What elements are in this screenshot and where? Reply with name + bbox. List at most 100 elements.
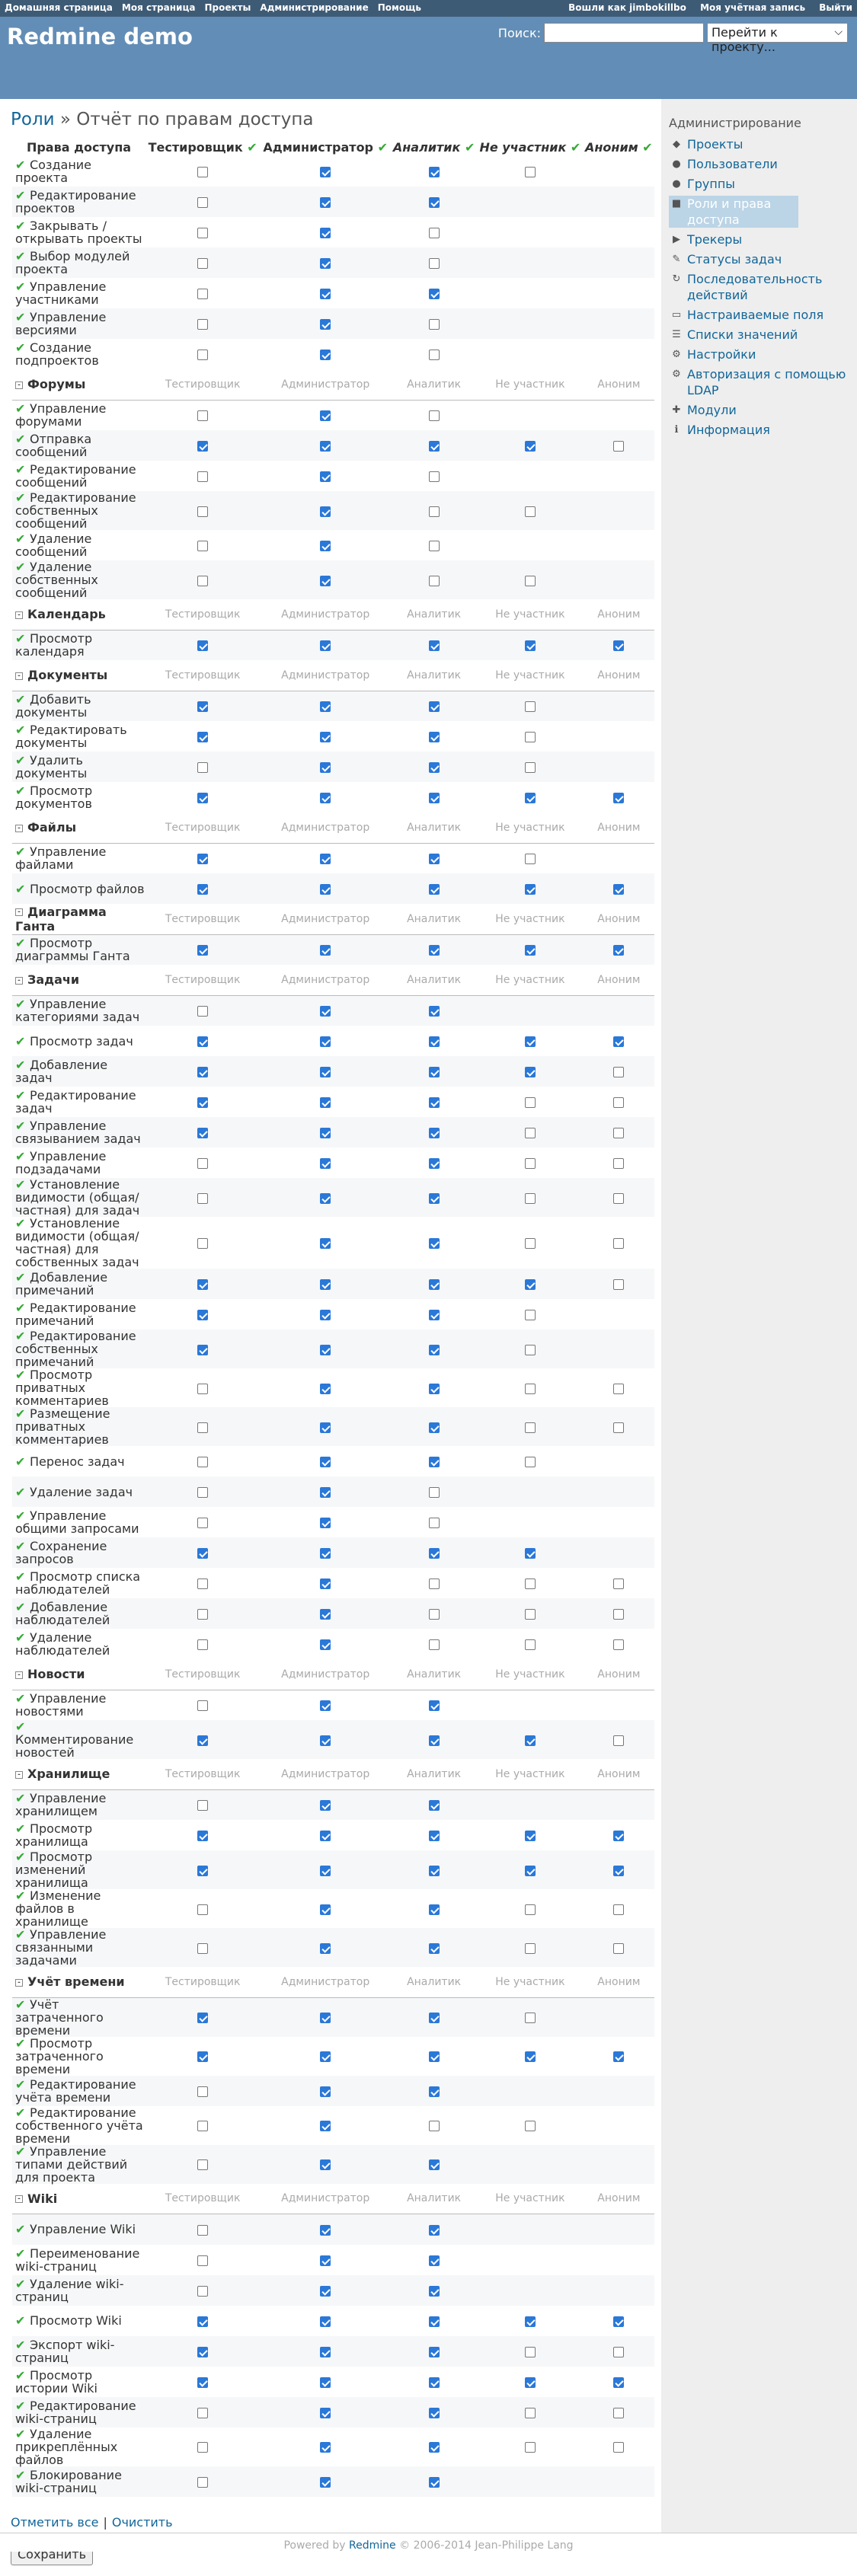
permission-checkbox[interactable] (320, 2376, 331, 2388)
permission-checkbox[interactable] (320, 575, 331, 586)
toggle-row-icon[interactable]: ✔ (15, 2313, 30, 2328)
permission-checkbox[interactable] (428, 197, 440, 208)
collapse-icon[interactable]: - (15, 908, 23, 917)
permission-checkbox[interactable] (428, 2316, 440, 2327)
permission-checkbox[interactable] (197, 793, 209, 803)
toggle-row-icon[interactable]: ✔ (15, 1454, 30, 1469)
toggle-row-icon[interactable]: ✔ (15, 2367, 30, 2383)
toggle-row-icon[interactable]: ✔ (15, 1791, 30, 1806)
permission-checkbox[interactable] (428, 441, 440, 452)
toggle-row-icon[interactable]: ✔ (15, 1691, 30, 1706)
permission-checkbox[interactable] (613, 1238, 625, 1249)
permission-checkbox[interactable] (320, 506, 331, 517)
toggle-row-icon[interactable]: ✔ (15, 2398, 30, 2413)
permission-checkbox[interactable] (524, 732, 536, 742)
permission-checkbox[interactable] (197, 2476, 209, 2488)
permission-checkbox[interactable] (428, 2051, 440, 2062)
permission-checkbox[interactable] (613, 1067, 625, 1077)
collapse-icon[interactable]: - (15, 1978, 23, 1987)
collapse-icon[interactable]: - (15, 611, 23, 619)
permission-checkbox[interactable] (197, 1942, 209, 1954)
sidebar-item[interactable]: ☰ Списки значений (669, 327, 857, 343)
permission-checkbox[interactable] (320, 2285, 331, 2297)
module-group-name[interactable]: - Wiki (12, 2183, 145, 2214)
role-column-header[interactable]: Не участник ✔ (477, 139, 584, 156)
toggle-row-icon[interactable]: ✔ (15, 1927, 30, 1942)
permission-checkbox[interactable] (197, 1865, 209, 1876)
permission-checkbox[interactable] (428, 2013, 440, 2023)
module-group-name[interactable]: - Календарь (12, 599, 145, 630)
permission-checkbox[interactable] (320, 1487, 331, 1498)
top-menu-item[interactable]: Проекты (204, 2, 251, 13)
permission-checkbox[interactable] (524, 506, 536, 517)
permission-checkbox[interactable] (197, 1578, 209, 1589)
permission-checkbox[interactable] (197, 1609, 209, 1620)
permission-checkbox[interactable] (197, 2376, 209, 2388)
permission-checkbox[interactable] (428, 410, 440, 422)
permission-checkbox[interactable] (428, 575, 440, 586)
permission-checkbox[interactable] (320, 319, 331, 330)
sidebar-item[interactable]: ● Группы (669, 176, 857, 192)
permission-checkbox[interactable] (197, 1128, 209, 1138)
my-account-link[interactable]: Моя учётная запись (700, 2, 806, 13)
permission-checkbox[interactable] (320, 1279, 331, 1290)
role-column-header[interactable]: Тестировщик ✔ (145, 139, 260, 156)
toggle-row-icon[interactable]: ✔ (15, 881, 30, 896)
permission-checkbox[interactable] (320, 2086, 331, 2097)
module-group-name[interactable]: - Хранилище (12, 1759, 145, 1790)
permission-checkbox[interactable] (524, 762, 536, 773)
module-group-name[interactable]: - Документы (12, 660, 145, 691)
permission-checkbox[interactable] (524, 441, 536, 452)
permission-checkbox[interactable] (320, 289, 331, 299)
permission-checkbox[interactable] (524, 1344, 536, 1355)
permission-checkbox[interactable] (524, 701, 536, 713)
toggle-row-icon[interactable]: ✔ (15, 2035, 30, 2051)
permission-checkbox[interactable] (320, 793, 331, 803)
collapse-icon[interactable]: - (15, 824, 23, 832)
toggle-row-icon[interactable]: ✔ (15, 1600, 30, 1614)
permission-checkbox[interactable] (524, 1735, 536, 1746)
permission-checkbox[interactable] (613, 1422, 625, 1433)
permission-checkbox[interactable] (613, 1279, 625, 1290)
toggle-column-icon[interactable]: ✔ (242, 140, 257, 155)
permission-checkbox[interactable] (524, 1279, 536, 1290)
sidebar-item[interactable]: ✚ Модули (669, 402, 857, 418)
permission-checkbox[interactable] (320, 854, 331, 865)
toggle-row-icon[interactable]: ✔ (15, 2467, 30, 2482)
collapse-icon[interactable]: - (15, 672, 23, 680)
permission-checkbox[interactable] (197, 410, 209, 422)
permission-checkbox[interactable] (428, 1310, 440, 1320)
permission-checkbox[interactable] (428, 884, 440, 895)
permission-checkbox[interactable] (197, 319, 209, 330)
permission-checkbox[interactable] (428, 2346, 440, 2357)
toggle-row-icon[interactable]: ✔ (15, 310, 30, 324)
roles-link[interactable]: Роли (11, 110, 55, 129)
sidebar-item[interactable]: ● Пользователи (669, 156, 857, 172)
toggle-row-icon[interactable]: ✔ (15, 1997, 30, 2012)
permission-checkbox[interactable] (524, 854, 536, 865)
permission-checkbox[interactable] (613, 1831, 625, 1841)
permission-checkbox[interactable] (197, 945, 209, 956)
permission-checkbox[interactable] (197, 2407, 209, 2418)
permission-checkbox[interactable] (613, 1609, 625, 1620)
permission-checkbox[interactable] (613, 793, 625, 803)
permission-checkbox[interactable] (320, 1422, 331, 1433)
toggle-row-icon[interactable]: ✔ (15, 2076, 30, 2092)
permission-checkbox[interactable] (197, 1279, 209, 1290)
permission-checkbox[interactable] (428, 732, 440, 742)
toggle-row-icon[interactable]: ✔ (15, 936, 30, 951)
toggle-row-icon[interactable]: ✔ (15, 1177, 30, 1192)
permission-checkbox[interactable] (428, 319, 440, 330)
permission-checkbox[interactable] (428, 541, 440, 551)
sidebar-item[interactable]: ✎ Статусы задач (669, 251, 857, 267)
permission-checkbox[interactable] (524, 2346, 536, 2357)
permission-checkbox[interactable] (197, 228, 209, 238)
check-all-link[interactable]: Отметить все (11, 2514, 99, 2530)
permission-checkbox[interactable] (428, 1383, 440, 1394)
permission-checkbox[interactable] (197, 471, 209, 482)
permission-checkbox[interactable] (613, 2051, 625, 2062)
top-menu-item[interactable]: Администрирование (260, 2, 369, 13)
permission-checkbox[interactable] (320, 1158, 331, 1169)
toggle-row-icon[interactable]: ✔ (15, 2426, 30, 2441)
collapse-icon[interactable]: - (15, 381, 23, 389)
